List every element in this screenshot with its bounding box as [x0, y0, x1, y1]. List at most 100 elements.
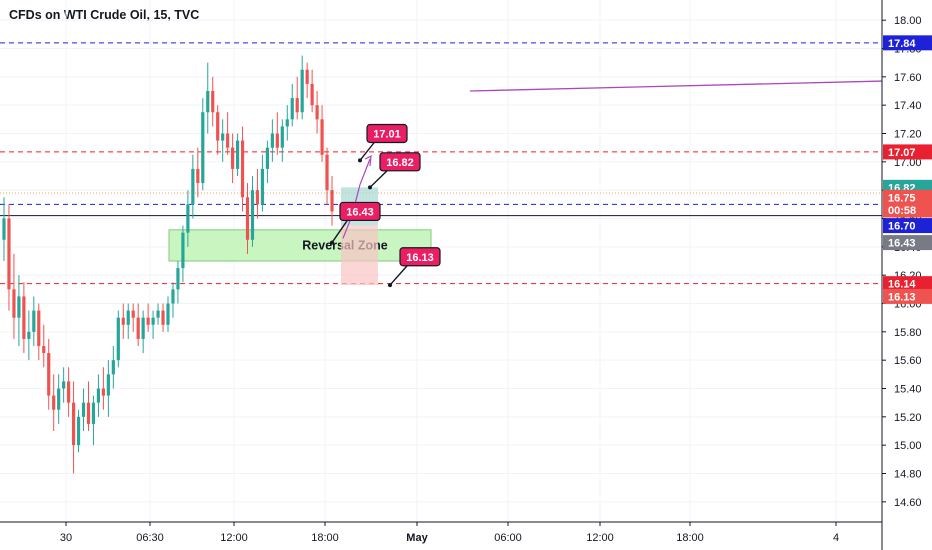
- price-tag-bg: [883, 235, 932, 251]
- candle-body: [196, 168, 200, 184]
- candle-body: [156, 310, 160, 318]
- candle-body: [166, 303, 170, 325]
- price-tag: 17.07: [883, 144, 932, 160]
- callout-value: 17.01: [373, 129, 401, 141]
- price-tick-label: 14.60: [894, 497, 922, 509]
- price-tag: 16.70: [883, 218, 932, 234]
- candle-body: [201, 112, 205, 184]
- candle-body: [216, 112, 220, 141]
- horizontal-lines: [0, 42, 882, 285]
- candle-body: [27, 331, 31, 339]
- callout-pointer: [369, 169, 389, 188]
- price-axis: 18.0017.8017.6017.4017.2017.0016.8016.60…: [881, 0, 932, 550]
- candle-body: [275, 133, 279, 148]
- candle-body: [111, 360, 115, 375]
- candle-body: [320, 119, 324, 155]
- candle-body: [121, 317, 125, 325]
- candle-body: [7, 218, 11, 290]
- price-tick-label: 15.20: [894, 412, 922, 424]
- candle-body: [206, 91, 210, 113]
- candle-body: [37, 310, 41, 346]
- callout-dot: [330, 240, 334, 245]
- candle-body: [191, 168, 195, 205]
- price-tick-label: 14.80: [894, 469, 922, 481]
- callout-value: 16.43: [346, 206, 374, 218]
- candle-body: [22, 296, 26, 339]
- time-tick-label: 18:00: [676, 532, 704, 544]
- price-tag-bg: [883, 35, 932, 51]
- price-tick-label: 15.40: [894, 384, 922, 396]
- callout-pointer: [359, 141, 376, 161]
- price-tag: 17.84: [883, 35, 932, 51]
- candle-body: [330, 190, 334, 212]
- price-tag: 16.14: [883, 276, 932, 292]
- price-tag-value: 16.75: [888, 192, 916, 204]
- price-tag: 16.43: [883, 235, 932, 251]
- candle-body: [71, 402, 76, 446]
- callout-pointer: [389, 264, 409, 286]
- candle-body: [221, 133, 225, 141]
- price-tag-value: 16.14: [888, 279, 916, 291]
- projection-arrow: [342, 158, 371, 239]
- callout-dot: [358, 158, 362, 163]
- callout-dot: [388, 283, 392, 288]
- candle-body: [231, 147, 235, 169]
- candle-body: [310, 83, 314, 106]
- price-tick-label: 17.00: [894, 157, 922, 169]
- candle-body: [17, 296, 21, 318]
- candle-body: [131, 310, 135, 318]
- price-axis-bg: [882, 0, 932, 550]
- candle-body: [96, 388, 101, 403]
- reversal-zone: Reversal Zone: [168, 187, 432, 286]
- callout-box: [379, 152, 421, 172]
- time-tick-label: 12:00: [220, 532, 248, 544]
- price-callout[interactable]: 16.43: [330, 201, 381, 245]
- price-callout[interactable]: 16.82: [368, 152, 421, 190]
- candle-body: [181, 232, 185, 269]
- candle-body: [141, 317, 145, 339]
- price-callout[interactable]: 16.13: [388, 247, 441, 288]
- candle-body: [211, 91, 215, 113]
- candle-body: [67, 381, 71, 403]
- candlestick-series: [2, 55, 334, 474]
- price-tick-label: 15.80: [894, 327, 922, 339]
- candle-body: [240, 140, 245, 198]
- time-tick-label: May: [406, 532, 428, 544]
- price-tag-value: 16.13: [888, 291, 916, 303]
- candle-body: [171, 289, 175, 304]
- candle-body: [186, 204, 190, 233]
- price-tick-label: 18.00: [894, 15, 922, 27]
- price-tag-bg: [883, 189, 932, 205]
- stop-box: [341, 225, 378, 286]
- candle-body: [2, 218, 6, 240]
- candle-body: [285, 119, 289, 127]
- candle-body: [315, 105, 319, 120]
- chart-title: CFDs on WTI Crude Oil, 15, TVC: [9, 8, 200, 22]
- price-tag-value: 00:58: [888, 205, 916, 217]
- candle-body: [176, 268, 180, 290]
- price-tag-value: 17.84: [888, 38, 916, 50]
- price-tag-bg: [883, 276, 932, 292]
- candle-body: [245, 197, 250, 240]
- price-tag: 16.75: [883, 189, 932, 205]
- price-callout[interactable]: 17.01: [358, 123, 408, 163]
- candle-body: [62, 381, 66, 389]
- callout-box: [399, 247, 441, 267]
- candle-body: [305, 69, 309, 84]
- candle-body: [76, 416, 81, 446]
- candle-body: [57, 388, 61, 410]
- candle-body: [42, 346, 46, 354]
- time-tick-label: 18:00: [311, 532, 339, 544]
- candle-body: [265, 147, 269, 169]
- callout-value: 16.13: [406, 252, 434, 264]
- time-tick-label: 12:00: [586, 532, 614, 544]
- price-tick-label: 17.20: [894, 129, 922, 141]
- candle-body: [101, 388, 105, 396]
- candle-body: [161, 310, 165, 325]
- candle-body: [106, 374, 110, 396]
- projection-arrow-head: [364, 155, 372, 167]
- callout-box: [366, 123, 408, 144]
- candle-body: [270, 133, 274, 148]
- reversal-zone-box: [168, 229, 432, 262]
